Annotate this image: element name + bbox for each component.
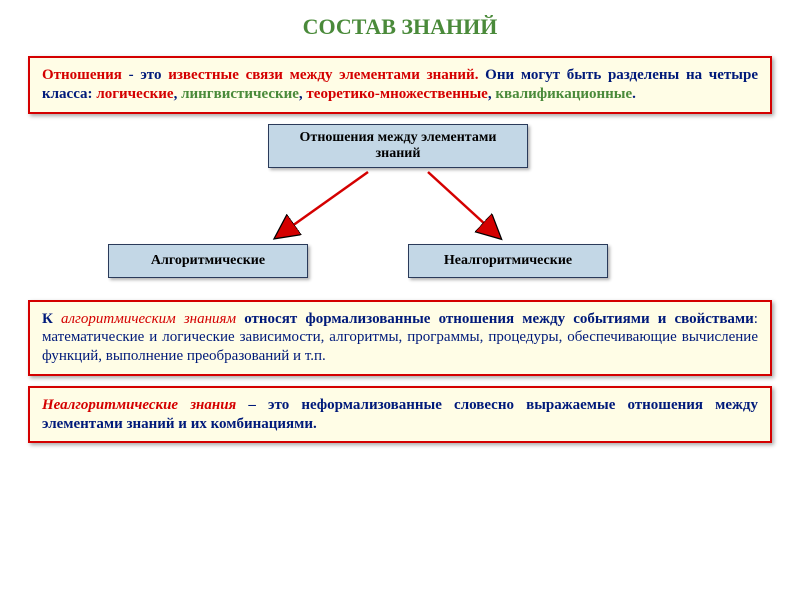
nonalgorithmic-box: Неалгоритмические знания – это неформали… [28, 386, 772, 444]
algorithmic-box: К алгоритмическим знаниям относят формал… [28, 300, 772, 376]
text-segment: формализованные отношения между событиям… [305, 311, 753, 327]
diagram-area: Отношения между элементами знаний Алгори… [28, 124, 772, 294]
text-segment: теоретико-множественные [306, 86, 487, 102]
node-right-label: Неалгоритмические [444, 253, 572, 269]
page-title: СОСТАВ ЗНАНИЙ [0, 0, 800, 50]
node-root: Отношения между элементами знаний [268, 124, 528, 168]
title-text: СОСТАВ ЗНАНИЙ [303, 14, 498, 39]
node-root-label: Отношения между элементами знаний [277, 130, 519, 162]
text-segment: , [174, 86, 182, 102]
text-segment: логические [96, 86, 173, 102]
text-segment: известные связи между элементами знаний. [168, 67, 478, 83]
text-segment: - это [122, 67, 168, 83]
text-segment: – это [236, 397, 301, 413]
intro-box: Отношения - это известные связи между эл… [28, 56, 772, 114]
node-left-label: Алгоритмические [151, 253, 265, 269]
text-segment: . [632, 86, 636, 102]
text-segment: Отношения [42, 67, 122, 83]
node-algorithmic: Алгоритмические [108, 244, 308, 278]
text-segment: квалификационные [495, 86, 632, 102]
text-segment: алгоритмическим знаниям [61, 311, 236, 327]
text-segment: Неалгоритмические знания [42, 397, 236, 413]
text-segment: лингвистические [181, 86, 299, 102]
text-segment: К [42, 311, 61, 327]
node-nonalgorithmic: Неалгоритмические [408, 244, 608, 278]
text-segment: относят [236, 311, 305, 327]
